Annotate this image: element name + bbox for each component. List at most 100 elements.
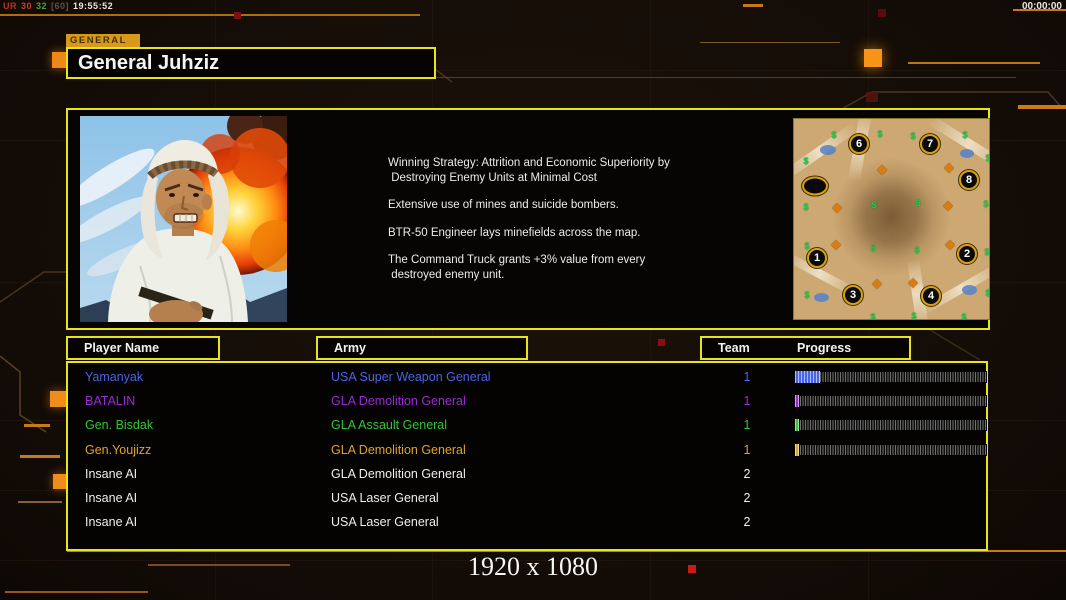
player-name: BATALIN: [85, 394, 136, 409]
player-progress-bar: [795, 443, 987, 456]
description-line: BTR-50 Engineer lays minefields across t…: [388, 226, 641, 239]
general-name: General Juhziz: [78, 52, 220, 74]
player-progress-bar: [795, 395, 987, 408]
player-list: Yamanyak USA Super Weapon General 1 BATA…: [66, 361, 988, 551]
decor-line: [1018, 105, 1066, 109]
map-water: [820, 145, 836, 155]
info-panel: Winning Strategy: Attrition and Economic…: [66, 108, 990, 330]
decor-line: [436, 77, 1016, 78]
decor-line: [700, 42, 840, 43]
player-name: Gen. Bisdak: [85, 418, 154, 433]
player-row: Insane AI GLA Demolition General 2: [68, 463, 986, 487]
map-supply-marker: $: [983, 199, 989, 209]
map-supply-marker: $: [984, 247, 990, 257]
general-name-box: General Juhziz: [66, 47, 436, 79]
map-start-position: 4: [921, 286, 941, 306]
player-army: USA Laser General: [331, 515, 439, 530]
map-water: [962, 285, 977, 295]
description-paragraph: BTR-50 Engineer lays minefields across t…: [388, 226, 718, 241]
map-supply-marker: $: [870, 243, 876, 253]
player-row: Insane AI USA Laser General 2: [68, 487, 986, 511]
decor-square: [658, 339, 665, 346]
map-supply-marker: $: [804, 290, 810, 300]
decor-line: [908, 62, 1040, 64]
progress-fill: [795, 443, 799, 456]
map-start-position: [802, 176, 828, 196]
strategy-description: Winning Strategy: Attrition and Economic…: [388, 156, 718, 295]
map-start-position: 7: [920, 134, 940, 154]
decor-line: [18, 501, 62, 503]
player-name: Yamanyak: [85, 370, 144, 384]
progress-fill: [795, 371, 820, 383]
description-line: The Command Truck grants +3% value from …: [388, 254, 646, 266]
player-name: Insane AI: [85, 515, 138, 530]
map-supply-marker: $: [831, 130, 837, 140]
map-supply-marker: $: [914, 245, 920, 255]
map-start-position: 3: [843, 285, 863, 305]
column-header-army: Army: [316, 336, 528, 360]
player-team: 2: [743, 515, 751, 530]
map-supply-marker: $: [871, 200, 877, 210]
stats-part: UR: [3, 1, 17, 11]
player-army: GLA Demolition General: [331, 442, 466, 457]
decor-square: [864, 49, 882, 67]
map-supply-marker: $: [961, 312, 967, 320]
general-tab-label: GENERAL: [66, 34, 140, 47]
player-progress-bar: [795, 371, 987, 383]
description-line: Destroying Enemy Units at Minimal Cost: [388, 171, 597, 184]
player-name: Insane AI: [85, 490, 138, 505]
map-supply-marker: $: [911, 311, 917, 320]
decor-square: [50, 391, 66, 407]
stats-part: 30: [21, 1, 33, 11]
map-supply-marker: $: [915, 198, 921, 208]
map-structure-marker: [831, 240, 841, 250]
description-paragraph: Winning Strategy: Attrition and Economic…: [388, 156, 718, 185]
map-structure-marker: [872, 279, 882, 289]
decor-line: [148, 564, 290, 566]
player-team: 2: [743, 466, 751, 481]
player-team: 2: [743, 490, 751, 505]
grid-line: [0, 70, 1066, 71]
player-army: GLA Assault General: [331, 418, 448, 433]
stats-part: 19:55:52: [73, 1, 114, 11]
map-supply-marker: $: [804, 241, 810, 251]
decor-square: [688, 565, 696, 573]
map-structure-marker: [945, 240, 955, 250]
map-supply-marker: $: [803, 156, 809, 166]
player-team: 1: [743, 370, 751, 384]
resolution-label: 1920 x 1080: [468, 552, 598, 581]
decor-line: [5, 591, 148, 593]
player-progress-bar: [795, 419, 987, 432]
decor-line: [1013, 9, 1066, 11]
player-row: BATALIN GLA Demolition General 1: [68, 390, 987, 414]
decor-square: [53, 474, 68, 489]
player-row: Gen. Bisdak GLA Assault General 1: [68, 414, 987, 438]
stats-part: 32: [36, 1, 48, 11]
map-water: [960, 149, 974, 158]
description-paragraph: Extensive use of mines and suicide bombe…: [388, 198, 718, 213]
general-portrait: [80, 116, 287, 322]
decor-line: [67, 550, 1066, 552]
map-supply-marker: $: [985, 153, 989, 163]
player-army: GLA Demolition General: [331, 466, 466, 481]
map-supply-marker: $: [985, 288, 989, 298]
player-army: USA Laser General: [331, 490, 439, 505]
description-line: destroyed enemy unit.: [388, 268, 505, 281]
stats-part: [60]: [51, 1, 70, 11]
map-supply-marker: $: [870, 312, 876, 320]
map-start-position: 1: [807, 248, 827, 268]
army-header-label: Army: [334, 341, 366, 355]
decor-line: [743, 4, 763, 7]
column-header-player: Player Name: [66, 336, 220, 360]
description-line: Winning Strategy: Attrition and Economic…: [388, 157, 670, 169]
player-name: Insane AI: [85, 466, 138, 481]
decor-square: [878, 9, 886, 17]
decor-square: [234, 12, 241, 19]
map-supply-marker: $: [803, 202, 809, 212]
progress-header-label: Progress: [797, 341, 852, 355]
stats-overlay: UR 30 32 [60] 19:55:52: [3, 1, 117, 11]
grid-line: [0, 560, 1066, 561]
team-header-label: Team: [718, 341, 750, 355]
map-supply-marker: $: [962, 130, 968, 140]
